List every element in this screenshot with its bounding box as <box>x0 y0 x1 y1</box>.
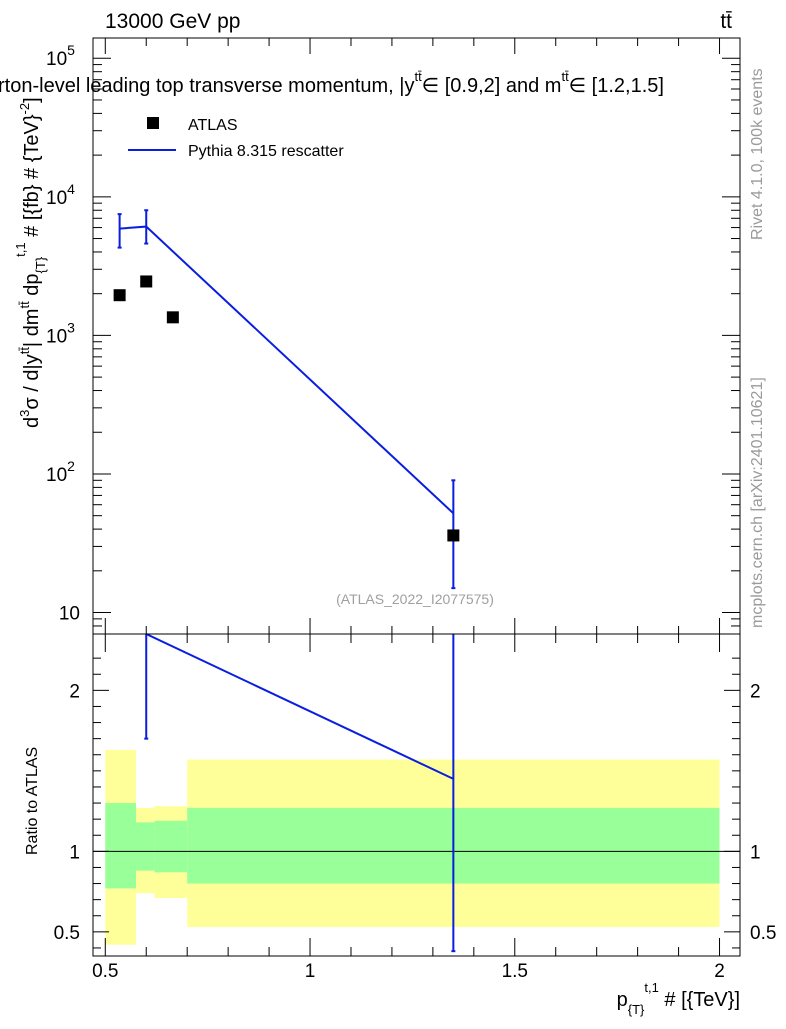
ratio-y-tick-labels: 0.5 0.5 1 1 2 2 <box>54 681 777 944</box>
tick-exponent: 2 <box>67 458 75 474</box>
title-sup-2: tt̄ <box>561 69 569 84</box>
title-part-2: ∈ [0.9,2] and m <box>422 75 562 97</box>
main-y-tick-label: 104 <box>46 181 75 209</box>
title-part-3: ∈ [1.2,1.5] <box>569 75 664 97</box>
ylabel-units: # [{fb} # {TeV} <box>21 114 43 242</box>
ylabel-sigma: σ / d|y <box>21 354 43 409</box>
ylabel-dp: dp <box>21 273 43 301</box>
xlabel-sup: t,1 <box>644 980 658 995</box>
ratio-y-tick-label-left: 2 <box>69 681 80 702</box>
ratio-uncertainty-bands <box>105 749 720 945</box>
main-y-tick-label: 10 <box>59 604 80 625</box>
main-y-axis-label: d3σ / d|ytt̄| dmtt̄ dp{T}t,1 # [{fb} # {… <box>13 97 48 428</box>
main-plot-area <box>93 38 740 634</box>
ratio-series-layer <box>144 633 456 953</box>
ratio-y-tick-label-right: 0.5 <box>750 923 776 944</box>
ratio-y-axis-label: Ratio to ATLAS <box>24 747 41 855</box>
ylabel-dm: | dm <box>21 309 43 348</box>
atlas-data-point <box>113 289 126 302</box>
main-y-tick-label: 103 <box>46 319 75 347</box>
ylabel-close: ] <box>21 97 43 103</box>
main-series-layer <box>113 209 460 590</box>
main-y-tick-label: 102 <box>46 458 75 486</box>
x-tick-label: 1 <box>305 961 316 982</box>
x-tick-label: 2 <box>714 961 725 982</box>
ratio-y-tick-label-left: 0.5 <box>54 923 80 944</box>
x-tick-label: 0.5 <box>92 961 118 982</box>
header-right-label: tt̄ <box>720 10 732 33</box>
ratio-band-inner <box>154 820 188 873</box>
analysis-watermark: (ATLAS_2022_I2077575) <box>336 591 494 607</box>
ylabel-exp-2: -2 <box>17 103 32 115</box>
xlabel-rest: # [{TeV}] <box>659 989 740 1011</box>
ratio-band-inner <box>135 822 155 871</box>
legend-marker-atlas <box>147 117 159 129</box>
ratio-axis-ticks <box>93 634 740 956</box>
atlas-data-point <box>166 311 179 324</box>
atlas-data-point <box>140 275 153 288</box>
ratio-panel: 0.5 0.5 1 1 2 2 0.5 1 1.5 2 Ratio to ATLAS p{T} t… <box>24 633 777 1017</box>
xlabel-p: p <box>617 989 628 1011</box>
ylabel-sub: {T} <box>33 256 48 273</box>
x-tick-label: 1.5 <box>502 961 528 982</box>
xlabel-sub: {T} <box>628 1002 645 1017</box>
legend: ATLAS Pythia 8.315 rescatter <box>128 117 344 160</box>
tick-exponent: 5 <box>67 42 75 58</box>
ratio-y-tick-label-left: 1 <box>69 842 80 863</box>
atlas-data-point <box>447 529 460 542</box>
x-axis-label: p{T} t,1 # [{TeV}] <box>617 980 740 1017</box>
title-sup-1: tt̄ <box>415 69 423 84</box>
tick-base: 10 <box>46 188 67 209</box>
ylabel-tt1: tt̄ <box>17 347 32 355</box>
tick-base: 10 <box>46 465 67 486</box>
legend-label-atlas: ATLAS <box>188 117 238 134</box>
ratio-band-inner <box>105 803 136 889</box>
legend-label-pythia: Pythia 8.315 rescatter <box>188 143 344 160</box>
ratio-x-tick-labels: 0.5 1 1.5 2 <box>92 961 725 982</box>
ylabel-tt2: tt̄ <box>17 301 32 309</box>
main-axis-ticks <box>93 38 740 635</box>
ratio-y-tick-label-right: 2 <box>750 681 761 702</box>
ylabel-d: d <box>21 417 43 428</box>
ylabel-exp3: 3 <box>17 410 32 417</box>
main-title: rton-level leading top transverse moment… <box>0 69 664 97</box>
rivet-version-label: Rivet 4.1.0, 100k events <box>749 68 766 240</box>
tick-exponent: 3 <box>67 319 75 335</box>
ylabel-sup: t,1 <box>13 242 28 256</box>
main-y-tick-label: 105 <box>46 42 75 70</box>
tick-exponent: 4 <box>67 181 75 197</box>
ratio-y-tick-label-right: 1 <box>750 842 761 863</box>
tick-base: 10 <box>46 326 67 347</box>
header-left-label: 13000 GeV pp <box>105 10 240 33</box>
ratio-frame <box>92 633 741 957</box>
ratio-pythia-line <box>145 633 454 780</box>
tick-base: 10 <box>46 49 67 70</box>
mcplots-label: mcplots.cern.ch [arXiv:2401.10621] <box>749 377 766 628</box>
title-part-1: rton-level leading top transverse moment… <box>0 75 415 97</box>
